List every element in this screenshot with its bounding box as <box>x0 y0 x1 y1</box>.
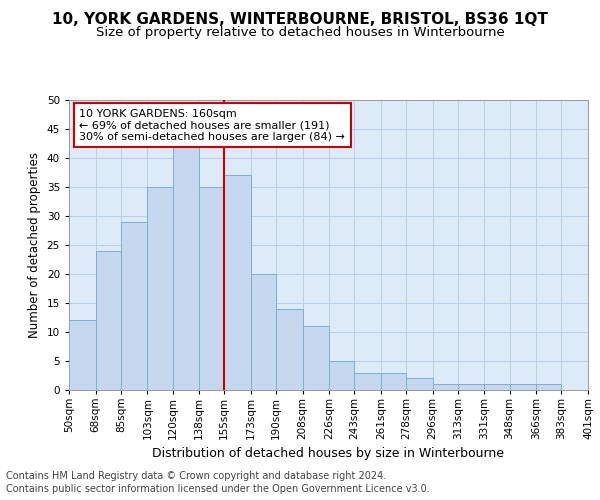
Bar <box>484 384 509 390</box>
Bar <box>355 372 381 390</box>
Bar <box>224 176 251 390</box>
Bar <box>95 251 121 390</box>
Bar <box>433 384 458 390</box>
Text: Contains public sector information licensed under the Open Government Licence v3: Contains public sector information licen… <box>6 484 430 494</box>
Bar <box>148 187 173 390</box>
Bar <box>173 146 199 390</box>
Bar <box>69 320 95 390</box>
Bar <box>276 309 302 390</box>
Bar <box>121 222 148 390</box>
Text: Contains HM Land Registry data © Crown copyright and database right 2024.: Contains HM Land Registry data © Crown c… <box>6 471 386 481</box>
Bar <box>251 274 276 390</box>
Bar <box>329 361 355 390</box>
Bar <box>509 384 536 390</box>
Text: 10 YORK GARDENS: 160sqm
← 69% of detached houses are smaller (191)
30% of semi-d: 10 YORK GARDENS: 160sqm ← 69% of detache… <box>79 108 345 142</box>
Text: Size of property relative to detached houses in Winterbourne: Size of property relative to detached ho… <box>95 26 505 39</box>
Bar <box>381 372 406 390</box>
Bar <box>458 384 484 390</box>
Bar <box>588 384 600 390</box>
X-axis label: Distribution of detached houses by size in Winterbourne: Distribution of detached houses by size … <box>152 448 505 460</box>
Bar <box>406 378 433 390</box>
Text: 10, YORK GARDENS, WINTERBOURNE, BRISTOL, BS36 1QT: 10, YORK GARDENS, WINTERBOURNE, BRISTOL,… <box>52 12 548 28</box>
Bar <box>302 326 329 390</box>
Y-axis label: Number of detached properties: Number of detached properties <box>28 152 41 338</box>
Bar <box>536 384 562 390</box>
Bar <box>199 187 224 390</box>
